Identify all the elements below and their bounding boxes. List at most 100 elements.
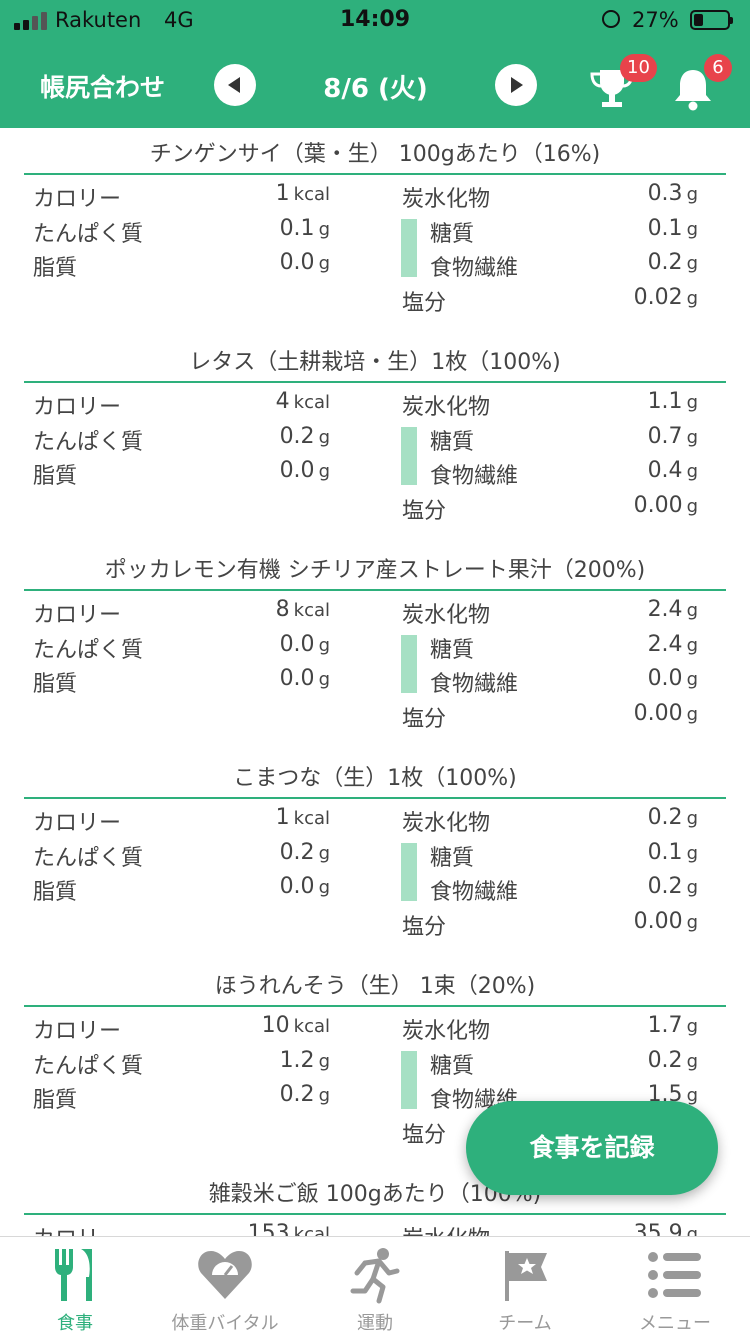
protein-amount: 0.0: [279, 631, 315, 657]
fiber-amount: 0.0: [647, 666, 683, 691]
food-title[interactable]: ポッカレモン有機 シチリア産ストレート果汁（200%): [104, 558, 646, 583]
sugar-unit: g: [686, 218, 698, 240]
food-title[interactable]: ほうれんそう（生） 1束（20%): [214, 974, 536, 999]
trophy-icon: [590, 70, 634, 107]
notification-badge: 6: [704, 54, 732, 82]
protein-unit: g: [318, 634, 330, 656]
fork-knife-icon: [55, 1249, 92, 1301]
sugar-unit: g: [686, 426, 698, 448]
carb-label: 炭水化物: [402, 187, 491, 212]
sugar-value: 2.4 g: [648, 632, 698, 657]
food-entry[interactable]: ほうれんそう（生） 1束（20%) カロリー 10 kcal たんぱく質 1.2 g 脂質 0.…: [0, 960, 750, 1168]
carb-amount: 0.2: [647, 805, 683, 830]
protein-unit: g: [318, 218, 330, 240]
sugar-amount: 0.7: [647, 423, 683, 449]
food-entry[interactable]: レタス（土耕栽培・生）1枚（100%) カロリー 4 kcal たんぱく質 0.2 g 脂質 0…: [0, 336, 750, 544]
protein-unit: g: [318, 1050, 330, 1072]
next-date-button[interactable]: [495, 64, 537, 106]
alarm-icon: [602, 10, 620, 28]
fat-value: 0.0 g: [280, 874, 330, 899]
sugar-amount: 0.1: [647, 215, 683, 241]
tab-meal-label: 食事: [57, 1313, 93, 1334]
calorie-unit: kcal: [293, 392, 330, 413]
tab-exercise[interactable]: 運動: [300, 1237, 450, 1335]
sugar-label: 糖質: [430, 1053, 475, 1079]
food-entry[interactable]: チンゲンサイ（葉・生） 100gあたり（16%) カロリー 1 kcal たんぱく質 0.…: [0, 128, 750, 336]
fiber-value: 0.0 g: [648, 666, 698, 691]
fat-amount: 0.0: [279, 666, 315, 691]
tab-team-label: チーム: [498, 1313, 552, 1334]
calorie-unit: kcal: [293, 600, 330, 621]
sugar-label: 糖質: [430, 429, 475, 455]
tab-weight-vital[interactable]: 体重バイタル: [150, 1237, 300, 1335]
carb-unit: g: [686, 1016, 698, 1037]
clock: 14:09: [339, 7, 411, 32]
carb-unit: g: [686, 808, 698, 829]
sugar-label: 糖質: [430, 637, 475, 663]
food-list[interactable]: チンゲンサイ（葉・生） 100gあたり（16%) カロリー 1 kcal たんぱく質 0.…: [0, 128, 750, 1236]
fat-amount: 0.0: [279, 250, 315, 275]
tab-team[interactable]: チーム: [450, 1237, 600, 1335]
sugar-value: 0.1 g: [648, 840, 698, 865]
carb-label: 炭水化物: [402, 811, 491, 836]
prev-arrow-icon: [228, 77, 240, 93]
fat-unit: g: [318, 669, 330, 690]
fat-label: 脂質: [33, 464, 78, 489]
carb-label: 炭水化物: [402, 1019, 491, 1044]
food-title[interactable]: チンゲンサイ（葉・生） 100gあたり（16%): [149, 142, 601, 167]
protein-label: たんぱく質: [33, 221, 144, 247]
carb-breakdown-bar: [401, 427, 417, 485]
salt-label: 塩分: [402, 914, 447, 940]
carb-unit: g: [686, 600, 698, 621]
sugar-unit: g: [686, 1050, 698, 1072]
app-header: 帳尻合わせ 8/6 (火) 10 6: [0, 42, 750, 128]
carb-amount: 1.7: [647, 1013, 683, 1038]
protein-amount: 0.2: [279, 839, 315, 865]
calorie-value: 1 kcal: [276, 805, 330, 830]
fat-value: 0.2 g: [280, 1082, 330, 1107]
fat-amount: 0.0: [279, 874, 315, 899]
food-entry[interactable]: 雑穀米ご飯 100gあたり（100%)カロリー153kcal炭水化物35.9g: [0, 1168, 750, 1236]
protein-amount: 0.2: [279, 423, 315, 449]
prev-date-button[interactable]: [214, 64, 256, 106]
carb-value: 1.1 g: [648, 389, 698, 414]
fat-amount: 0.0: [279, 458, 315, 483]
calorie-value: 10 kcal: [262, 1013, 330, 1038]
tab-meal[interactable]: 食事: [0, 1237, 150, 1335]
carb-unit: g: [686, 1224, 698, 1236]
sugar-amount: 2.4: [647, 631, 683, 657]
carb-breakdown-bar: [401, 843, 417, 901]
fat-unit: g: [318, 877, 330, 898]
record-meal-button[interactable]: 食事を記録: [466, 1101, 718, 1195]
carb-value: 1.7 g: [648, 1013, 698, 1038]
food-entry[interactable]: ポッカレモン有機 シチリア産ストレート果汁（200%) カロリー 8 kcal たんぱく…: [0, 544, 750, 752]
food-entry[interactable]: こまつな（生）1枚（100%) カロリー 1 kcal たんぱく質 0.2 g 脂質 0.0 g 炭…: [0, 752, 750, 960]
carb-breakdown-bar: [401, 1051, 417, 1109]
food-title[interactable]: こまつな（生）1枚（100%): [233, 766, 517, 791]
carb-unit: g: [686, 392, 698, 413]
sugar-amount: 0.1: [647, 839, 683, 865]
trophy-button[interactable]: [588, 66, 636, 112]
tab-weight-vital-label: 体重バイタル: [171, 1313, 279, 1334]
calorie-label: カロリー: [33, 1221, 121, 1236]
fat-unit: g: [318, 1085, 330, 1106]
calorie-unit: kcal: [293, 1224, 330, 1236]
sugar-value: 0.7 g: [648, 424, 698, 449]
notification-button[interactable]: [670, 66, 716, 112]
sugar-label: 糖質: [430, 221, 475, 247]
menu-icon: [648, 1252, 701, 1298]
fiber-amount: 0.4: [647, 458, 683, 483]
fiber-label: 食物繊維: [430, 256, 519, 281]
running-icon: [350, 1248, 400, 1304]
carb-value: 0.2 g: [648, 805, 698, 830]
fat-value: 0.0 g: [280, 666, 330, 691]
signal-icon: [14, 12, 47, 30]
protein-value: 0.2 g: [280, 424, 330, 449]
tab-bar: 食事 体重バイタル 運動 チーム メニュー: [0, 1236, 750, 1335]
current-date[interactable]: 8/6 (火): [323, 74, 428, 104]
tab-menu[interactable]: メニュー: [600, 1237, 750, 1335]
food-title[interactable]: レタス（土耕栽培・生）1枚（100%): [189, 350, 561, 375]
fat-unit: g: [318, 461, 330, 482]
calorie-amount: 1: [275, 805, 290, 830]
bell-icon: [675, 70, 711, 111]
